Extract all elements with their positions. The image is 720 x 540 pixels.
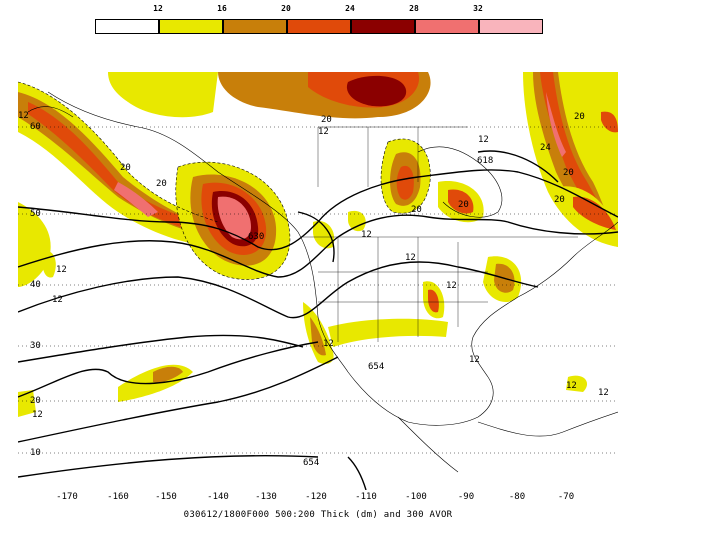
longitude-label-m70: -70 (557, 492, 575, 502)
color-legend: 12 16 20 24 28 32 (95, 4, 543, 34)
vorticity-label-12: 12 (405, 253, 416, 263)
longitude-label-m130: -130 (255, 492, 277, 502)
vorticity-label-12: 12 (32, 410, 43, 420)
vorticity-label-20: 20 (458, 200, 469, 210)
vorticity-label-12: 12 (323, 339, 334, 349)
longitude-label-m170: -170 (56, 492, 78, 502)
legend-tick-20: 20 (281, 4, 291, 13)
legend-tick-24: 24 (345, 4, 355, 13)
coastlines (27, 91, 618, 473)
legend-swatch-above-32 (479, 19, 543, 34)
legend-tick-32: 32 (473, 4, 483, 13)
vorticity-label-12: 12 (566, 381, 577, 391)
longitude-label-m120: -120 (305, 492, 327, 502)
latitude-label-60: 60 (30, 122, 41, 132)
vorticity-label-12: 12 (361, 230, 372, 240)
latitude-label-20: 20 (30, 396, 41, 406)
longitude-label-m140: -140 (207, 492, 229, 502)
contour-labels: 618 630 654 654 12 20 12 20 12 20 20 12 … (18, 111, 609, 468)
thickness-contours (18, 150, 618, 490)
contour-label-654: 654 (368, 362, 384, 372)
latitude-label-30: 30 (30, 341, 41, 351)
vorticity-label-12: 12 (478, 135, 489, 145)
longitude-label-m150: -150 (155, 492, 177, 502)
legend-swatch-20-24 (287, 19, 351, 34)
political-borders (303, 126, 578, 342)
contour-label-630: 630 (248, 232, 264, 242)
vorticity-label-12: 12 (446, 281, 457, 291)
vorticity-label-12: 12 (18, 111, 29, 121)
legend-tick-16: 16 (217, 4, 227, 13)
longitude-label-m90: -90 (457, 492, 475, 502)
longitude-label-m160: -160 (107, 492, 129, 502)
legend-tick-28: 28 (409, 4, 419, 13)
vorticity-label-24: 24 (540, 143, 551, 153)
legend-tick-12: 12 (153, 4, 163, 13)
latitude-label-40: 40 (30, 280, 41, 290)
vorticity-label-20: 20 (321, 115, 332, 125)
legend-swatch-below-12 (95, 19, 159, 34)
vorticity-label-20: 20 (574, 112, 585, 122)
vorticity-label-12: 12 (318, 127, 329, 137)
longitude-label-m110: -110 (355, 492, 377, 502)
longitude-label-m80: -80 (508, 492, 526, 502)
vorticity-label-12: 12 (598, 388, 609, 398)
contour-label-654-south: 654 (303, 458, 319, 468)
vorticity-label-12: 12 (52, 295, 63, 305)
latitude-label-10: 10 (30, 448, 41, 458)
longitude-label-m100: -100 (405, 492, 427, 502)
vorticity-label-12: 12 (56, 265, 67, 275)
contour-label-618: 618 (477, 156, 493, 166)
legend-swatch-28-32 (415, 19, 479, 34)
legend-swatch-24-28 (351, 19, 415, 34)
vorticity-label-20: 20 (120, 163, 131, 173)
vorticity-label-20: 20 (156, 179, 167, 189)
map-caption: 030612/1800F000 500:200 Thick (dm) and 3… (183, 510, 453, 520)
vorticity-contours (18, 81, 431, 280)
vorticity-shading (18, 72, 618, 417)
legend-swatch-12-16 (159, 19, 223, 34)
weather-map: 618 630 654 654 12 20 12 20 12 20 20 12 … (18, 72, 618, 490)
vorticity-label-20: 20 (554, 195, 565, 205)
legend-swatch-16-20 (223, 19, 287, 34)
vorticity-label-20: 20 (563, 168, 574, 178)
vorticity-label-12: 12 (469, 355, 480, 365)
latitude-label-50: 50 (30, 209, 41, 219)
vorticity-label-20: 20 (411, 205, 422, 215)
